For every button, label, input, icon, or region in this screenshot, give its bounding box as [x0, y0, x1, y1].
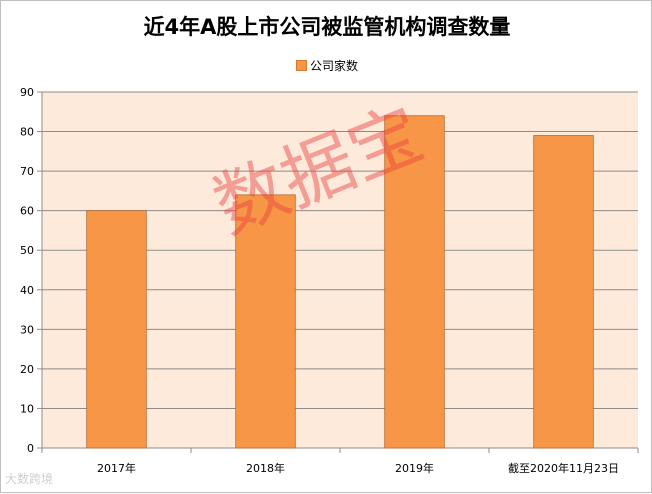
brand-mark: 大数跨境 — [5, 472, 54, 486]
x-category-label: 截至2020年11月23日 — [508, 461, 619, 475]
y-tick-label: 40 — [20, 284, 34, 297]
y-tick-label: 30 — [20, 323, 34, 336]
y-tick-label: 10 — [20, 402, 34, 415]
legend-label: 公司家数 — [309, 59, 358, 73]
x-category-label: 2018年 — [246, 461, 285, 475]
x-category-label: 2017年 — [97, 461, 136, 475]
y-tick-label: 70 — [20, 165, 34, 178]
y-tick-label: 60 — [20, 205, 34, 218]
bar — [235, 194, 296, 449]
y-tick-label: 0 — [27, 442, 34, 455]
chart-title: 近4年A股上市公司被监管机构调查数量 — [143, 15, 511, 39]
y-tick-label: 80 — [20, 126, 34, 139]
bar — [384, 115, 445, 449]
y-tick-label: 20 — [20, 363, 34, 376]
x-category-label: 2019年 — [395, 461, 434, 475]
legend-swatch — [295, 60, 307, 71]
bar — [86, 210, 147, 449]
y-tick-label: 90 — [20, 86, 34, 99]
y-tick-label: 50 — [20, 244, 34, 257]
legend: 公司家数 — [1, 57, 652, 74]
bar — [533, 135, 594, 449]
